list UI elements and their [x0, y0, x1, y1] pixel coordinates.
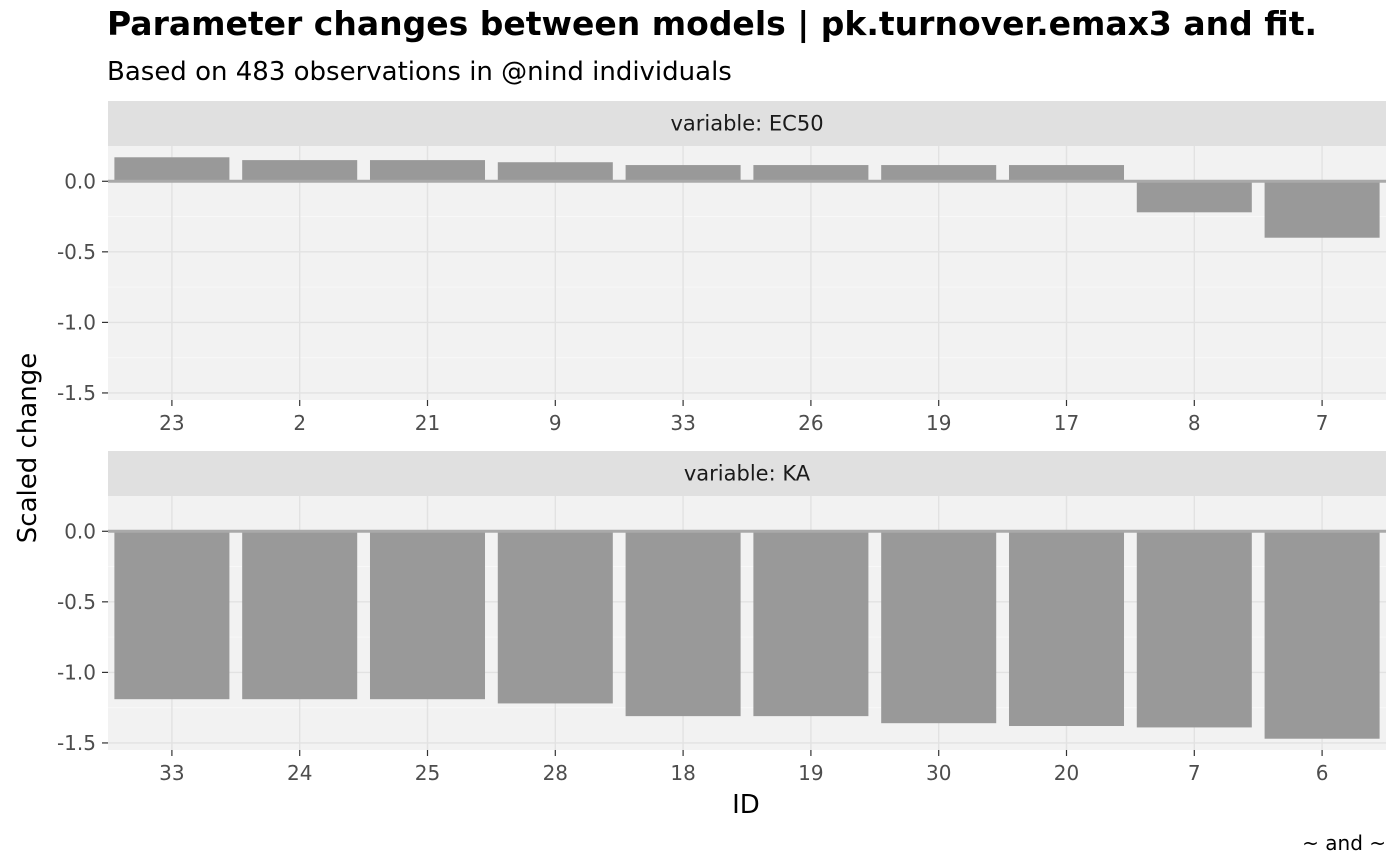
y-tick-label: -1.5 — [57, 381, 96, 405]
bar-33 — [114, 531, 230, 700]
bar-30 — [881, 531, 997, 724]
bar-19 — [881, 165, 997, 182]
chart-subtitle: Based on 483 observations in @nind indiv… — [107, 57, 732, 87]
x-tick-label: 21 — [415, 411, 440, 435]
bar-24 — [242, 531, 358, 700]
y-tick-label: -0.5 — [57, 240, 96, 264]
bar-6 — [1264, 531, 1380, 739]
bar-20 — [1008, 531, 1125, 727]
bar-25 — [369, 531, 486, 700]
x-tick-label: 25 — [415, 761, 440, 785]
bar-21 — [369, 160, 486, 182]
x-tick-label: 20 — [1054, 761, 1079, 785]
x-tick-label: 6 — [1316, 761, 1329, 785]
x-tick-label: 26 — [798, 411, 823, 435]
bar-19 — [753, 531, 869, 717]
x-axis-title: ID — [732, 790, 760, 820]
chart-caption: ~ and ~ — [1302, 831, 1386, 855]
y-tick-label: -0.5 — [57, 590, 96, 614]
x-tick-label: 8 — [1188, 411, 1201, 435]
bar-2 — [242, 160, 358, 182]
x-tick-label: 17 — [1054, 411, 1079, 435]
y-tick-label: -1.0 — [57, 310, 96, 334]
x-tick-label: 18 — [670, 761, 695, 785]
facet-strip-label: variable: KA — [684, 462, 811, 486]
x-tick-label: 19 — [926, 411, 951, 435]
x-tick-label: 33 — [670, 411, 695, 435]
facet-panel-1: variable: EC50 0.0 -0.5 -1.0 -1.5 23 2 21 9 33 26 1… — [57, 101, 1386, 435]
x-tick-label: 23 — [159, 411, 184, 435]
x-tick-label: 24 — [287, 761, 312, 785]
y-tick-label: 0.0 — [64, 519, 96, 543]
chart-title: Parameter changes between models | pk.tu… — [107, 4, 1317, 43]
bar-8 — [1136, 181, 1252, 213]
facet-strip-label: variable: EC50 — [670, 112, 823, 136]
x-tick-label: 2 — [293, 411, 306, 435]
y-tick-label: 0.0 — [64, 169, 96, 193]
facet-strip — [108, 101, 1386, 146]
y-axis-title: Scaled change — [13, 353, 43, 543]
bar-7 — [1264, 181, 1380, 238]
x-tick-label: 9 — [549, 411, 562, 435]
x-tick-label: 30 — [926, 761, 951, 785]
x-tick-label: 19 — [798, 761, 823, 785]
y-tick-label: -1.0 — [57, 660, 96, 684]
facet-strip — [108, 451, 1386, 496]
facet-panels: variable: EC50 0.0 -0.5 -1.0 -1.5 23 2 21 9 33 26 1… — [57, 101, 1386, 785]
bar-7 — [1136, 531, 1252, 728]
y-tick-label: -1.5 — [57, 731, 96, 755]
x-tick-label: 33 — [159, 761, 184, 785]
bar-17 — [1008, 165, 1125, 182]
bar-23 — [114, 157, 230, 182]
bar-9 — [497, 162, 613, 182]
x-tick-label: 7 — [1316, 411, 1329, 435]
bar-26 — [753, 165, 869, 182]
bar-18 — [625, 531, 741, 717]
x-tick-label: 28 — [543, 761, 568, 785]
bar-33 — [625, 165, 741, 182]
x-tick-label: 7 — [1188, 761, 1201, 785]
facet-panel-2: variable: KA 0.0 -0.5 -1.0 -1.5 33 24 25 28 18 19 3… — [57, 451, 1386, 785]
bar-28 — [497, 531, 613, 704]
